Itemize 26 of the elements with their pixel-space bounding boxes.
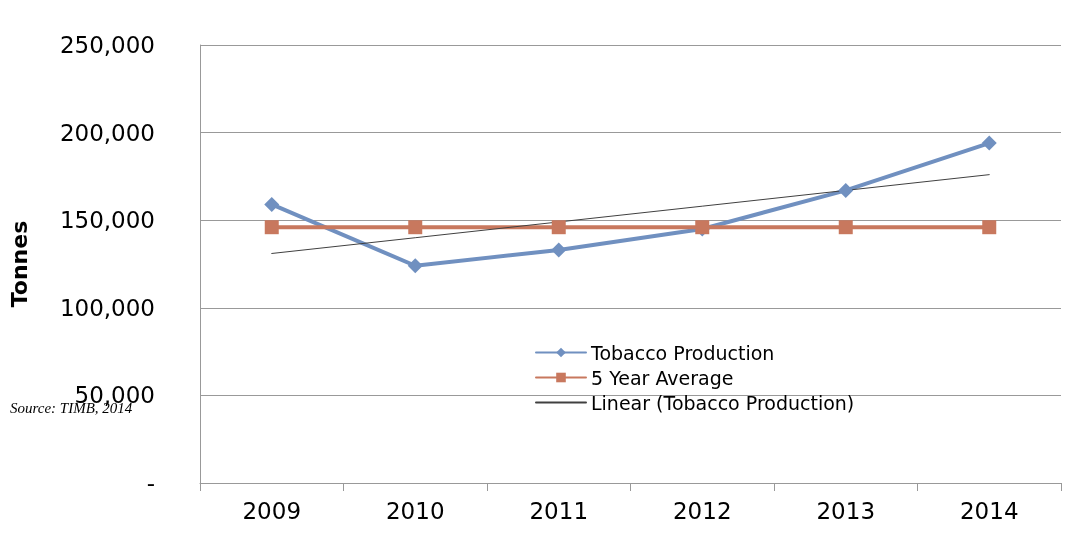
x-tick-label: 2010 xyxy=(385,497,445,524)
point xyxy=(264,196,280,212)
point xyxy=(408,220,423,235)
point xyxy=(264,220,279,235)
y-tick-label: 150,000 xyxy=(59,207,155,234)
x-tick-label: 2014 xyxy=(959,497,1019,524)
y-axis-title: Tonnes xyxy=(6,220,32,308)
y-tick-label: 250,000 xyxy=(59,32,155,58)
y-tick-label: - xyxy=(146,470,155,496)
x-tick-label: 2011 xyxy=(529,497,589,524)
x-tick-label: 2012 xyxy=(672,497,732,524)
point xyxy=(551,242,567,258)
x-tick-label: 2013 xyxy=(816,497,876,524)
point xyxy=(407,258,423,274)
legend-label: Tobacco Production xyxy=(590,341,775,364)
legend-label: Linear (Tobacco Production) xyxy=(591,391,855,414)
point xyxy=(551,220,566,235)
point xyxy=(838,220,853,235)
point xyxy=(981,135,997,151)
y-tick-label: 100,000 xyxy=(59,294,155,321)
point xyxy=(838,182,854,198)
y-tick-label: 200,000 xyxy=(59,119,155,146)
point xyxy=(982,220,997,235)
legend-label: 5 Year Average xyxy=(591,366,734,389)
line-series xyxy=(271,174,990,254)
x-tick-label: 2009 xyxy=(242,497,302,524)
